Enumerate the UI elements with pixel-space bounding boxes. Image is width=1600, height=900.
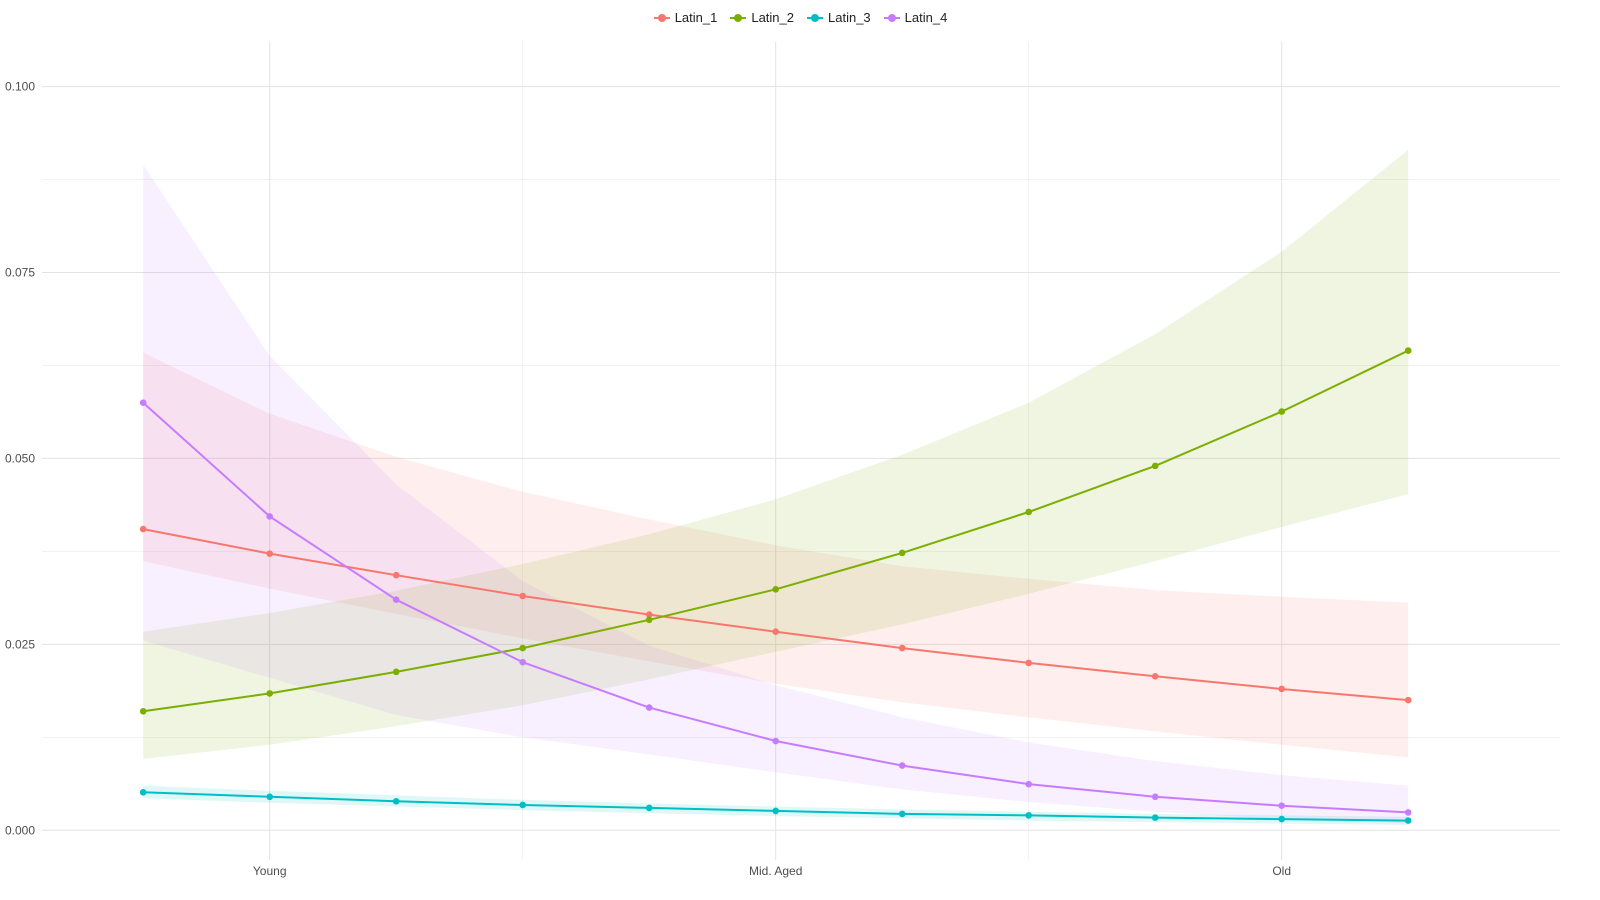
point-latin-4 <box>1278 802 1285 810</box>
ribbon-latin-3 <box>143 785 1409 825</box>
legend-key-icon <box>883 11 901 25</box>
y-tick-label: 0.000 <box>5 823 35 837</box>
ribbon-latin-4 <box>143 164 1409 824</box>
point-latin-1 <box>1151 673 1159 680</box>
point-latin-1 <box>898 644 906 652</box>
point-latin-2 <box>139 707 147 715</box>
legend-key-icon <box>806 11 824 25</box>
point-latin-3 <box>392 797 400 805</box>
legend-label: Latin_2 <box>751 10 794 25</box>
x-tick-label: Old <box>1272 864 1291 878</box>
point-latin-3 <box>898 810 906 818</box>
point-latin-4 <box>392 596 400 604</box>
point-latin-4 <box>139 399 147 406</box>
point-latin-2 <box>1025 508 1032 516</box>
point-latin-2 <box>392 668 400 676</box>
point-latin-1 <box>772 628 779 636</box>
y-tick-label: 0.100 <box>5 80 35 94</box>
point-latin-3 <box>519 801 526 809</box>
grid <box>42 42 1560 860</box>
y-tick-label: 0.050 <box>5 451 35 465</box>
point-latin-4 <box>1404 809 1412 816</box>
point-latin-1 <box>519 592 526 600</box>
legend-item-latin-1: Latin_1 <box>653 10 718 25</box>
point-latin-1 <box>139 525 147 533</box>
point-latin-1 <box>1404 696 1412 704</box>
y-tick-label: 0.025 <box>5 637 35 651</box>
x-tick-label: Young <box>253 864 287 878</box>
point-latin-2 <box>898 549 906 557</box>
point-latin-2 <box>772 586 779 593</box>
legend-label: Latin_3 <box>828 10 871 25</box>
legend-item-latin-3: Latin_3 <box>806 10 871 25</box>
series-points <box>139 347 1412 824</box>
legend-key-icon <box>729 11 747 25</box>
x-tick-label: Mid. Aged <box>749 864 802 878</box>
point-latin-2 <box>1151 462 1159 470</box>
point-latin-3 <box>1025 812 1032 819</box>
point-latin-3 <box>266 793 274 801</box>
point-latin-1 <box>266 550 274 557</box>
axis-labels: 0.000 0.025 0.050 0.075 0.100 Young Mid. Aged O… <box>5 80 1291 878</box>
legend-item-latin-4: Latin_4 <box>883 10 948 25</box>
legend-label: Latin_1 <box>674 10 718 25</box>
point-latin-4 <box>266 513 274 520</box>
point-latin-1 <box>392 571 400 579</box>
point-latin-1 <box>1278 685 1285 693</box>
point-latin-3 <box>645 804 653 812</box>
point-latin-1 <box>1025 659 1032 667</box>
point-latin-3 <box>139 789 147 796</box>
point-latin-2 <box>1278 408 1285 415</box>
y-tick-label: 0.075 <box>5 266 35 280</box>
point-latin-4 <box>519 658 526 666</box>
point-latin-4 <box>772 737 779 745</box>
legend-key-icon <box>653 11 671 25</box>
point-latin-1 <box>645 611 653 618</box>
point-latin-4 <box>1151 793 1159 801</box>
point-latin-2 <box>266 690 274 697</box>
point-latin-4 <box>1025 780 1032 788</box>
point-latin-3 <box>772 807 779 815</box>
ribbon-latin-2 <box>143 149 1409 759</box>
point-latin-2 <box>519 644 526 652</box>
point-latin-2 <box>1404 347 1412 354</box>
point-latin-2 <box>645 616 653 624</box>
point-latin-3 <box>1278 815 1285 823</box>
point-latin-4 <box>645 704 653 711</box>
legend: Latin_1 Latin_2 Latin_3 Latin_4 <box>0 10 1600 25</box>
point-latin-3 <box>1404 817 1412 824</box>
ribbon-latin-1 <box>143 352 1409 758</box>
point-latin-3 <box>1151 814 1159 821</box>
legend-label: Latin_4 <box>904 10 948 25</box>
legend-item-latin-2: Latin_2 <box>729 10 794 25</box>
point-latin-4 <box>898 762 906 769</box>
confidence-ribbons <box>143 149 1409 825</box>
